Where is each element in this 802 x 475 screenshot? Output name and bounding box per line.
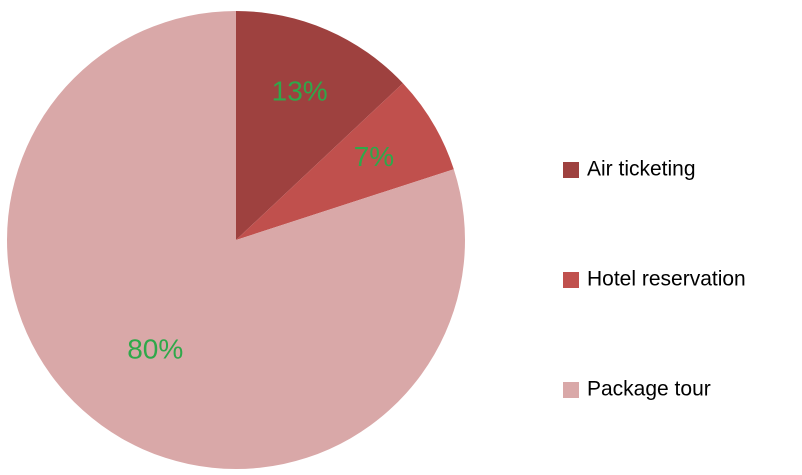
data-label: 7% <box>354 141 394 172</box>
legend-label: Air ticketing <box>587 158 696 181</box>
pie-slice <box>6 11 465 469</box>
legend-swatch <box>563 382 579 398</box>
legend-swatch <box>563 162 579 178</box>
data-label: 80% <box>127 334 183 365</box>
legend-label: Package tour <box>587 378 711 401</box>
legend-swatch <box>563 272 579 288</box>
legend-label: Hotel reservation <box>587 268 746 291</box>
pie-slice <box>236 11 403 240</box>
data-label: 13% <box>272 75 328 106</box>
pie-slice <box>236 83 454 241</box>
